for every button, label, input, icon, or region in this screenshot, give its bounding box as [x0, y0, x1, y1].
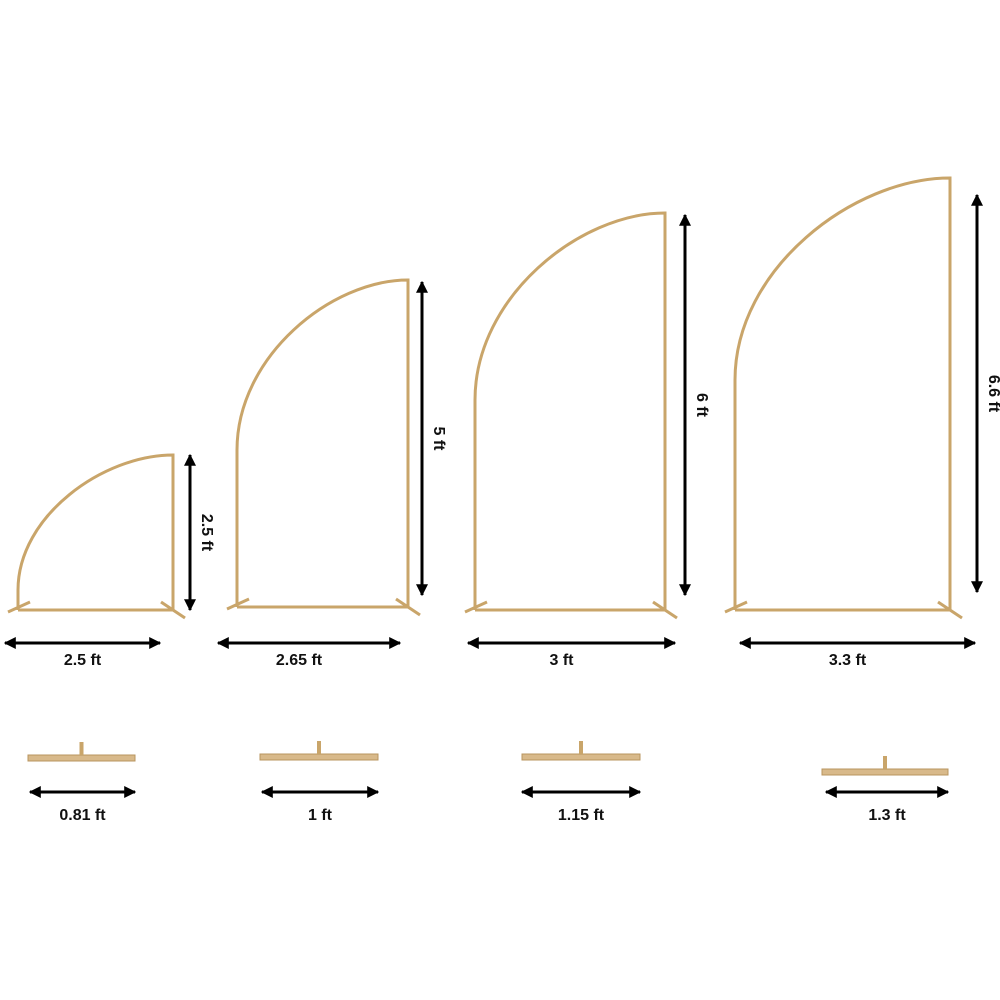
- base-plate: [27, 754, 136, 762]
- base-plate: [821, 768, 949, 776]
- foot: [937, 600, 963, 620]
- base-label: 1 ft: [308, 807, 333, 824]
- base-label: 1.15 ft: [558, 807, 605, 824]
- foot: [724, 600, 748, 614]
- width-label: 3 ft: [550, 652, 575, 669]
- height-label: 6.6 ft: [985, 375, 1000, 413]
- base-post: [883, 756, 887, 769]
- width-label: 2.5 ft: [64, 652, 102, 669]
- base-post: [317, 741, 321, 754]
- width-label: 3.3 ft: [829, 652, 867, 669]
- foot: [160, 600, 186, 620]
- foot: [652, 600, 678, 620]
- base-post: [79, 742, 84, 755]
- height-label: 2.5 ft: [198, 514, 215, 552]
- base-label: 0.81 ft: [59, 807, 106, 824]
- foot: [7, 600, 31, 614]
- arch-frame: [235, 278, 410, 607]
- base-post: [579, 741, 583, 754]
- arch-frame: [733, 176, 952, 610]
- arch-frame: [16, 453, 175, 610]
- base-plate: [259, 753, 379, 761]
- foot: [395, 597, 421, 617]
- width-label: 2.65 ft: [276, 652, 323, 669]
- arch-frame: [473, 211, 667, 610]
- foot: [226, 597, 250, 611]
- base-plate: [521, 753, 641, 761]
- height-label: 5 ft: [430, 427, 447, 452]
- height-label: 6 ft: [693, 393, 710, 418]
- foot: [464, 600, 488, 614]
- base-label: 1.3 ft: [868, 807, 906, 824]
